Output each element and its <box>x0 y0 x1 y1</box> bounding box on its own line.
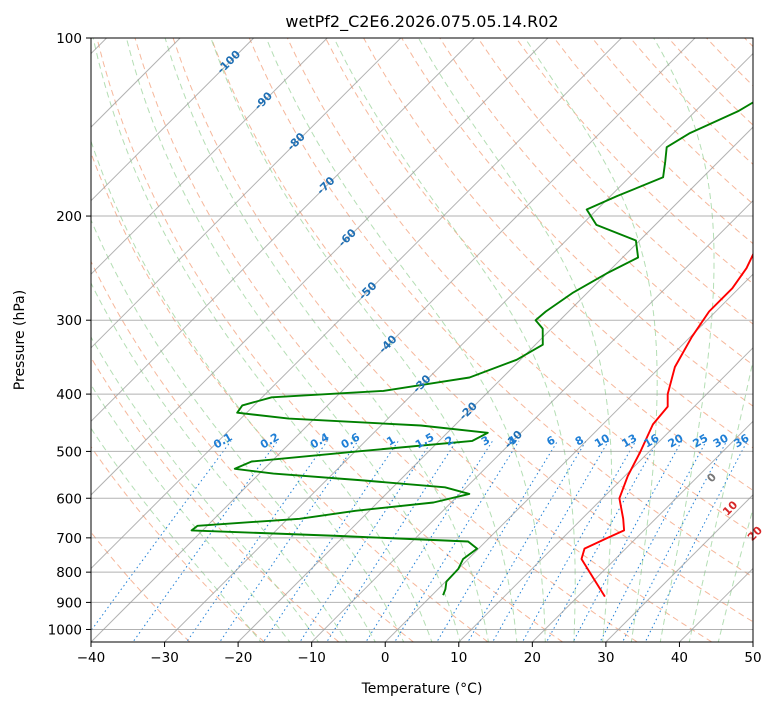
temperature-profile <box>580 253 753 598</box>
x-tick-label: 30 <box>597 650 614 666</box>
mixing-ratio-line <box>521 440 637 642</box>
y-tick-label: 200 <box>56 209 82 225</box>
mixing-ratio-line <box>572 440 683 642</box>
dewpoint-profile <box>190 101 753 596</box>
x-tick-label: 50 <box>744 650 761 666</box>
dry-adiabat <box>172 38 713 642</box>
y-axis-title: Pressure (hPa) <box>12 290 28 390</box>
mixing-ratio-line <box>492 440 610 642</box>
dry-adiabat <box>325 38 753 491</box>
isotherm-gridline <box>531 420 753 642</box>
isotherm-gridline <box>91 38 402 349</box>
dry-adiabat <box>210 38 753 623</box>
isotherm-gridline <box>458 347 753 642</box>
dry-adiabat <box>515 38 753 285</box>
y-tick-label: 400 <box>56 387 82 403</box>
isotherm-gridline <box>91 38 328 275</box>
dry-adiabat <box>96 38 563 642</box>
mixing-ratio-line <box>185 440 328 642</box>
dry-adiabat <box>286 38 753 535</box>
y-tick-label: 500 <box>56 444 82 460</box>
mixing-ratio-line <box>436 440 559 642</box>
chart-title: wetPf2_C2E6.2026.075.05.14.R02 <box>285 12 558 32</box>
axes: −40 −30 −20 −10 0 10 20 30 40 50 1000 900 800 700 600 5… <box>48 31 762 666</box>
isotherm-gridline <box>91 38 622 570</box>
isotherm-gridline <box>91 38 255 202</box>
mixing-ratio-line <box>326 440 458 642</box>
dry-adiabat <box>91 445 265 642</box>
mixing-ratio-line <box>644 440 748 642</box>
x-tick-label: 20 <box>524 650 541 666</box>
plot-area <box>91 38 753 642</box>
y-tick-label: 600 <box>56 491 82 507</box>
y-tick-label: 300 <box>56 313 82 329</box>
mixing-ratio-line <box>91 440 232 632</box>
mixing-ratio-line <box>219 440 359 642</box>
isotherm-gridline <box>91 38 549 496</box>
x-tick-label: 0 <box>381 650 390 666</box>
x-tick-label: 40 <box>671 650 688 666</box>
isotherm-gridline <box>91 38 475 423</box>
x-tick-label: −40 <box>77 650 106 666</box>
x-tick-label: 10 <box>450 650 467 666</box>
mixing-ratio-line <box>365 440 494 642</box>
y-tick-label: 900 <box>56 595 82 611</box>
isotherm-gridline <box>311 199 753 642</box>
y-tick-label: 100 <box>56 31 82 47</box>
x-tick-label: −10 <box>297 650 326 666</box>
isotherm-gridline <box>91 38 696 642</box>
moist-adiabat <box>91 218 376 642</box>
isotherm-gridline <box>605 494 753 642</box>
isotherm-gridline <box>384 273 753 642</box>
x-tick-label: −20 <box>224 650 253 666</box>
y-tick-label: 700 <box>56 531 82 547</box>
mixing-ratio-line <box>622 440 728 642</box>
isotherm-gridline <box>164 52 753 642</box>
x-tick-label: −30 <box>150 650 179 666</box>
dry-adiabat <box>91 260 414 642</box>
y-tick-label: 1000 <box>48 622 82 638</box>
mixing-ratio-line <box>599 440 707 642</box>
x-axis-title: Temperature (°C) <box>361 681 483 697</box>
isotherm-gridline <box>237 126 753 642</box>
plot-frame <box>90 37 754 643</box>
dry-adiabat <box>91 356 340 642</box>
y-tick-label: 800 <box>56 565 82 581</box>
mixing-ratio-line <box>546 440 659 642</box>
